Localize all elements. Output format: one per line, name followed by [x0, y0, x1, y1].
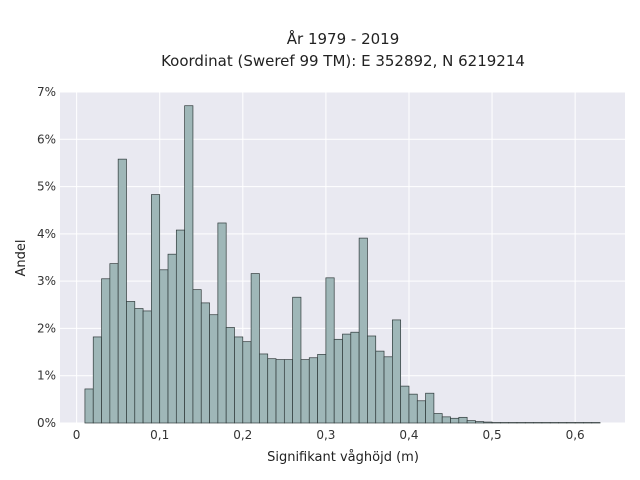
histogram-bar	[242, 341, 252, 424]
histogram-bar	[275, 359, 285, 424]
histogram-bar	[234, 336, 244, 424]
x-tick-label: 0,3	[316, 428, 335, 442]
histogram-bar	[167, 253, 177, 424]
histogram-bar	[84, 388, 94, 424]
histogram-bar	[317, 354, 327, 424]
histogram-bar	[383, 356, 393, 424]
chart-title-line2: Koordinat (Sweref 99 TM): E 352892, N 62…	[161, 52, 525, 70]
x-axis-ticks: 0 0,1 0,2 0,3 0,4 0,5 0,6	[73, 428, 585, 442]
y-tick-label: 0%	[37, 416, 56, 430]
histogram-bar	[175, 229, 185, 424]
y-axis-ticks: 0% 1% 2% 3% 4% 5% 6% 7%	[37, 85, 56, 430]
histogram-bar	[209, 314, 219, 424]
histogram-bar	[458, 416, 468, 424]
histogram-bar	[184, 105, 194, 424]
histogram-bar	[101, 278, 111, 424]
y-tick-label: 4%	[37, 227, 56, 241]
y-tick-label: 7%	[37, 85, 56, 99]
histogram-bar	[466, 420, 476, 424]
y-tick-label: 5%	[37, 180, 56, 194]
histogram-bar	[308, 357, 318, 424]
histogram-bar	[375, 350, 385, 424]
histogram-bar	[367, 335, 377, 424]
histogram-bar	[250, 273, 260, 424]
histogram-bar	[425, 392, 435, 424]
histogram-bar	[300, 359, 310, 424]
bars	[84, 105, 601, 424]
histogram-bar	[350, 331, 360, 424]
x-tick-label: 0,2	[233, 428, 252, 442]
histogram-bar	[259, 353, 269, 424]
x-tick-label: 0	[73, 428, 81, 442]
histogram-bar	[151, 194, 161, 424]
histogram-bar	[134, 308, 144, 424]
x-tick-label: 0,1	[150, 428, 169, 442]
histogram-bar	[342, 333, 352, 424]
histogram-bar	[333, 338, 343, 424]
histogram-bar	[217, 222, 227, 424]
histogram-bar	[358, 237, 368, 424]
histogram-bar	[225, 327, 235, 424]
histogram-bar	[200, 302, 210, 424]
histogram-bar	[408, 393, 418, 424]
histogram-bar	[142, 310, 152, 424]
histogram-bar	[126, 301, 136, 424]
histogram-bar	[441, 416, 451, 424]
histogram-bar	[117, 158, 127, 424]
histogram-bar	[159, 269, 169, 424]
y-tick-label: 3%	[37, 274, 56, 288]
histogram-bar	[416, 400, 426, 424]
histogram-bar	[392, 319, 402, 424]
histogram-bar	[267, 358, 277, 424]
y-tick-label: 2%	[37, 321, 56, 335]
histogram-bar	[109, 263, 119, 424]
histogram-bar	[283, 359, 293, 424]
histogram-bar	[475, 421, 485, 424]
y-axis-label: Andel	[14, 240, 29, 277]
y-tick-label: 6%	[37, 132, 56, 146]
histogram-bar	[433, 413, 443, 424]
x-tick-label: 0,6	[566, 428, 585, 442]
histogram-bar	[92, 336, 102, 424]
histogram-bar	[400, 385, 410, 424]
x-tick-label: 0,4	[399, 428, 418, 442]
histogram-bar	[325, 277, 335, 424]
y-tick-label: 1%	[37, 369, 56, 383]
x-tick-label: 0,5	[483, 428, 502, 442]
x-axis-label: Signifikant våghöjd (m)	[267, 450, 419, 465]
histogram-bar	[192, 289, 202, 424]
histogram-bar	[483, 421, 493, 424]
histogram-bar	[450, 417, 460, 424]
histogram-bar	[292, 296, 302, 424]
chart-title-line1: År 1979 - 2019	[287, 29, 400, 48]
